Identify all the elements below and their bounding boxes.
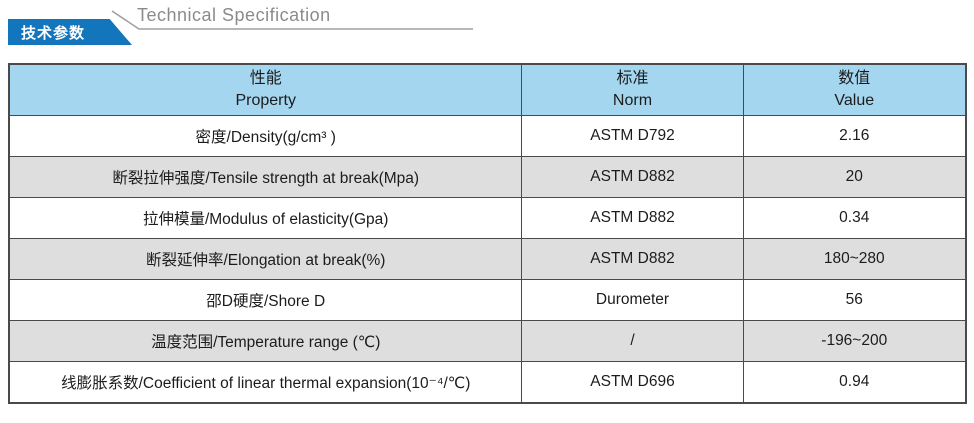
section-title: Technical Specification [137,5,331,25]
table-row: 断裂延伸率/Elongation at break(%) ASTM D882 1… [8,238,967,280]
section-header: 技术参数 Technical Specification [0,0,974,60]
col-header-norm: 标准 Norm [521,63,744,116]
cell-value: 0.94 [742,361,967,404]
cell-property: 断裂延伸率/Elongation at break(%) [8,238,523,280]
col-header-value-en: Value [834,92,875,109]
table-row: 拉伸模量/Modulus of elasticity(Gpa) ASTM D88… [8,197,967,239]
cell-property: 线膨胀系数/Coefficient of linear thermal expa… [8,361,523,404]
cell-property: 断裂拉伸强度/Tensile strength at break(Mpa) [8,156,523,198]
cell-value: 56 [742,279,967,321]
cell-norm: ASTM D882 [521,156,744,198]
cell-value: -196~200 [742,320,967,362]
cell-norm: ASTM D882 [521,238,744,280]
cell-property: 密度/Density(g/cm³ ) [8,115,523,157]
cell-norm: ASTM D792 [521,115,744,157]
spec-table: 性能 Property 标准 Norm 数值 Value 密度/Density(… [8,63,967,404]
cell-value: 20 [742,156,967,198]
cell-norm: ASTM D882 [521,197,744,239]
cell-value: 180~280 [742,238,967,280]
cell-property: 拉伸模量/Modulus of elasticity(Gpa) [8,197,523,239]
cell-value: 0.34 [742,197,967,239]
cell-norm: Durometer [521,279,744,321]
table-row: 断裂拉伸强度/Tensile strength at break(Mpa) AS… [8,156,967,198]
cell-norm: ASTM D696 [521,361,744,404]
table-row: 邵D硬度/Shore D Durometer 56 [8,279,967,321]
table-row: 温度范围/Temperature range (℃) / -196~200 [8,320,967,362]
badge-label: 技术参数 [21,24,86,42]
cell-property: 温度范围/Temperature range (℃) [8,320,523,362]
table-header-row: 性能 Property 标准 Norm 数值 Value [8,63,967,116]
col-header-property-en: Property [235,92,296,109]
col-header-value-zh: 数值 [838,70,871,88]
cell-norm: / [521,320,744,362]
cell-value: 2.16 [742,115,967,157]
col-header-value: 数值 Value [742,63,967,116]
table-row: 线膨胀系数/Coefficient of linear thermal expa… [8,361,967,404]
table-row: 密度/Density(g/cm³ ) ASTM D792 2.16 [8,115,967,157]
col-header-property: 性能 Property [8,63,523,116]
col-header-property-zh: 性能 [249,70,282,88]
cell-property: 邵D硬度/Shore D [8,279,523,321]
section-badge: 技术参数 [8,19,132,45]
col-header-norm-en: Norm [612,92,653,109]
col-header-norm-zh: 标准 [616,70,649,88]
